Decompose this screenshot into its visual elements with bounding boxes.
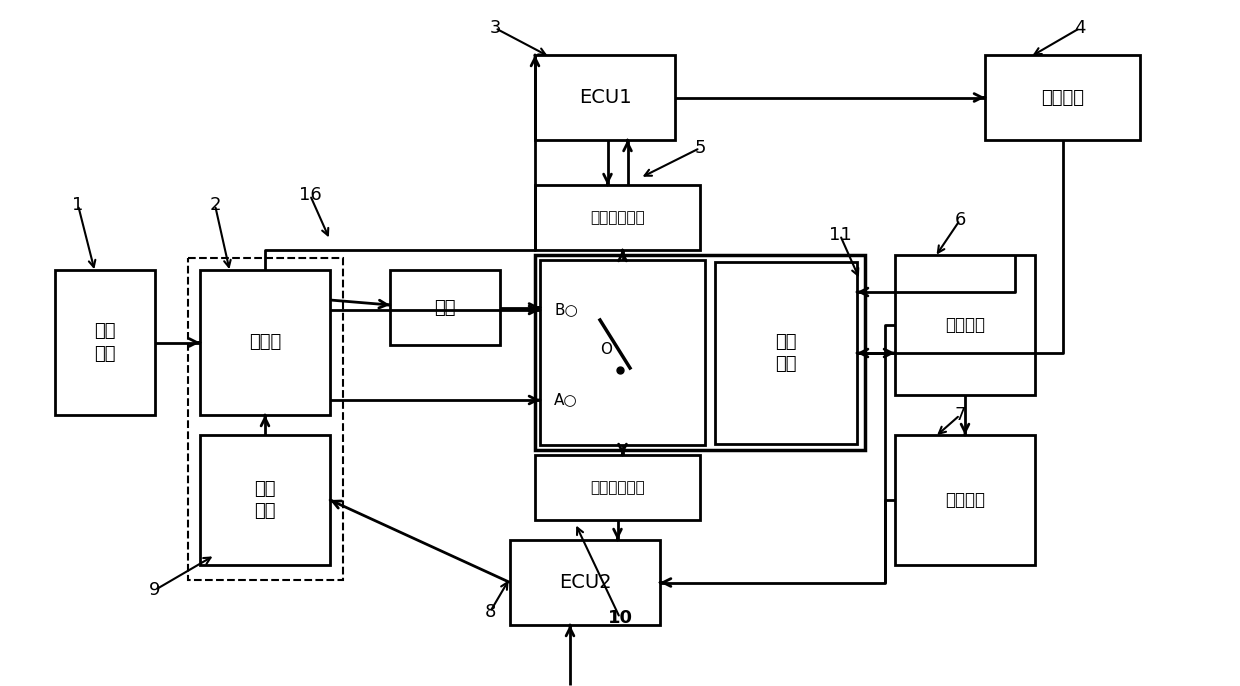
Bar — [55, 270, 155, 415]
Text: ECU2: ECU2 — [559, 573, 611, 592]
Text: 驱动电机: 驱动电机 — [1042, 88, 1084, 106]
Bar — [895, 255, 1035, 395]
Bar — [200, 435, 330, 565]
Bar — [534, 455, 701, 520]
Text: O: O — [600, 342, 613, 357]
Text: B○: B○ — [554, 303, 578, 318]
Text: 控制
开关: 控制 开关 — [775, 333, 797, 373]
Bar — [510, 540, 660, 625]
Bar — [534, 185, 701, 250]
Bar — [534, 55, 675, 140]
Text: 1: 1 — [72, 196, 83, 214]
Text: 轮胎组件: 轮胎组件 — [945, 491, 985, 509]
Text: A○: A○ — [554, 392, 578, 407]
Text: 16: 16 — [299, 186, 321, 204]
Text: 3: 3 — [490, 19, 501, 37]
Bar — [539, 260, 706, 445]
Text: 7: 7 — [955, 406, 966, 424]
Bar — [895, 435, 1035, 565]
Text: ECU1: ECU1 — [579, 88, 631, 107]
Text: 齿轮齿条: 齿轮齿条 — [945, 316, 985, 334]
Text: 6: 6 — [955, 211, 966, 229]
Text: 8: 8 — [485, 603, 496, 621]
Text: 10: 10 — [608, 609, 632, 627]
Text: 复位: 复位 — [434, 298, 456, 316]
Bar — [534, 255, 866, 450]
Bar — [985, 55, 1140, 140]
Text: 方向盘: 方向盘 — [249, 333, 281, 351]
Text: 电磁离合器一: 电磁离合器一 — [590, 210, 645, 225]
Text: 4: 4 — [1074, 19, 1086, 37]
Text: 反馈
电机: 反馈 电机 — [254, 480, 275, 520]
Bar — [715, 262, 857, 444]
Bar — [188, 258, 343, 580]
Text: 9: 9 — [149, 581, 161, 599]
Text: 11: 11 — [828, 226, 852, 244]
Text: 转向
力矩: 转向 力矩 — [94, 322, 115, 363]
Bar — [200, 270, 330, 415]
Text: 2: 2 — [210, 196, 221, 214]
Bar — [391, 270, 500, 345]
Text: 电磁离合器二: 电磁离合器二 — [590, 480, 645, 495]
Text: 5: 5 — [694, 139, 706, 157]
